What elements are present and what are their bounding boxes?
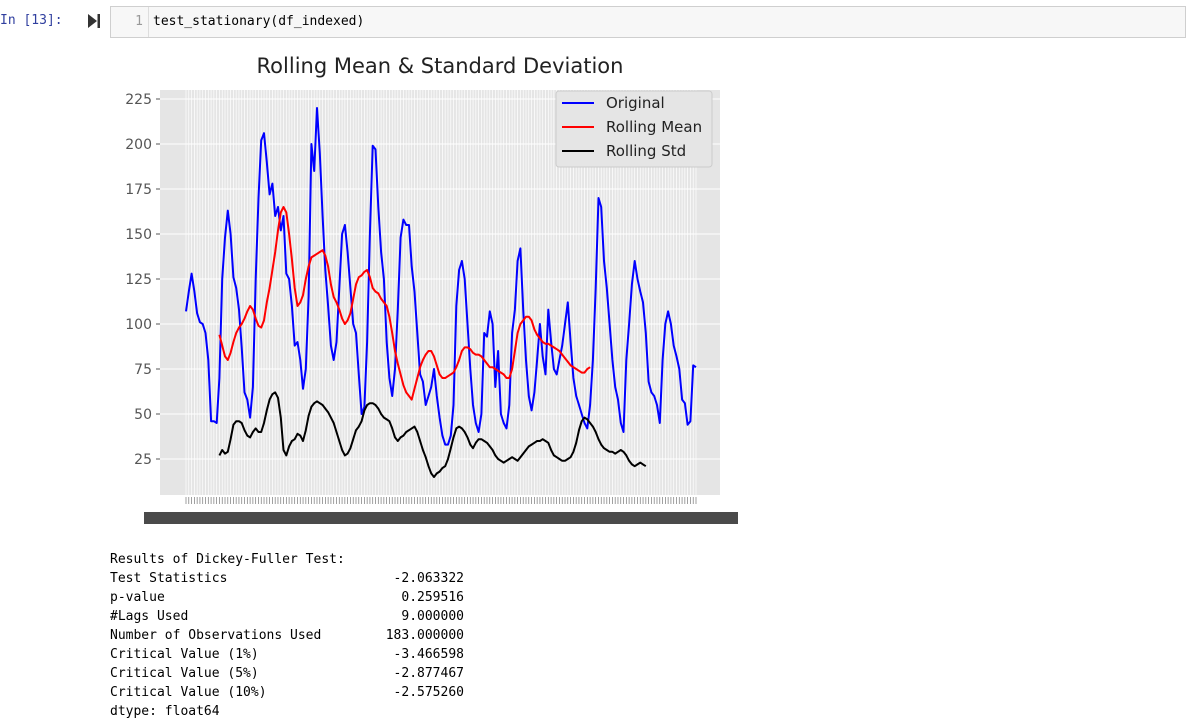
code-line[interactable]: test_stationary(df_indexed) [153, 14, 365, 29]
y-tick-label: 75 [134, 362, 152, 378]
y-tick-label: 125 [125, 272, 152, 288]
legend-box [555, 90, 713, 168]
x-tick-labels-overlapped [144, 512, 738, 524]
series-lines [185, 107, 697, 478]
results-heading: Results of Dickey-Fuller Test: [110, 552, 345, 567]
code-input-area[interactable]: 1 test_stationary(df_indexed) [110, 6, 1186, 38]
result-value: -2.063322 [393, 571, 464, 586]
y-tick-label: 100 [125, 317, 152, 333]
y-tick-label: 225 [125, 92, 152, 108]
result-label: Number of Observations Used [110, 628, 322, 643]
result-row: Test Statistics -2.063322 [110, 569, 464, 588]
result-label: p-value [110, 590, 165, 605]
y-axis: 25 50 75 100 125 150 175 200 225 [125, 92, 160, 468]
gutter-separator [148, 7, 149, 37]
run-cell-icon[interactable] [88, 14, 100, 28]
result-row: Number of Observations Used 183.000000 [110, 626, 464, 645]
y-tick-label: 175 [125, 182, 152, 198]
result-row: Critical Value (5%) -2.877467 [110, 664, 464, 683]
result-row: Critical Value (10%) -2.575260 [110, 683, 464, 702]
result-label: Critical Value (5%) [110, 666, 259, 681]
chart-title: Rolling Mean & Standard Deviation [257, 54, 624, 78]
series-line-rolling-mean [218, 206, 591, 401]
result-value: 0.259516 [401, 590, 464, 605]
result-label: #Lags Used [110, 609, 189, 624]
result-label: Critical Value (1%) [110, 647, 259, 662]
chart-legend: Original Rolling Mean Rolling Std [555, 90, 713, 168]
result-value: -2.877467 [393, 666, 464, 681]
y-tick-label: 200 [125, 137, 152, 153]
line-number: 1 [135, 14, 143, 29]
legend-label: Rolling Std [606, 142, 686, 160]
cell-prompt: In [13]: [0, 13, 63, 28]
results-dtype: dtype: float64 [110, 704, 220, 719]
result-row: p-value 0.259516 [110, 588, 464, 607]
result-value: 183.000000 [385, 628, 464, 643]
result-value: 9.000000 [401, 609, 464, 624]
result-label: Critical Value (10%) [110, 685, 267, 700]
x-axis [144, 497, 738, 524]
legend-label: Rolling Mean [606, 118, 702, 136]
y-tick-label: 50 [134, 407, 152, 423]
result-row: Critical Value (1%) -3.466598 [110, 645, 464, 664]
result-label: Test Statistics [110, 571, 228, 586]
result-value: -3.466598 [393, 647, 464, 662]
result-value: -2.575260 [393, 685, 464, 700]
y-tick-label: 25 [134, 452, 152, 468]
rolling-stats-chart: Rolling Mean & Standard Deviation 25 50 75… [125, 54, 738, 524]
legend-label: Original [606, 94, 665, 112]
series-line-original [185, 107, 697, 446]
dickey-fuller-results: Results of Dickey-Fuller Test: Test Stat… [110, 550, 464, 721]
y-tick-label: 150 [125, 227, 152, 243]
result-row: #Lags Used 9.000000 [110, 607, 464, 626]
series-line-rolling-std [218, 391, 647, 478]
